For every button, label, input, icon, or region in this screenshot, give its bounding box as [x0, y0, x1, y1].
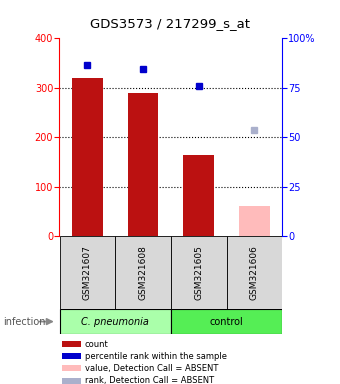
Text: value, Detection Call = ABSENT: value, Detection Call = ABSENT: [85, 364, 218, 373]
Bar: [171, 236, 226, 309]
Text: GSM321605: GSM321605: [194, 245, 203, 300]
Text: GSM321608: GSM321608: [138, 245, 148, 300]
Bar: [62, 366, 81, 371]
Bar: [115, 236, 171, 309]
Text: GSM321607: GSM321607: [83, 245, 92, 300]
Bar: [59, 309, 171, 334]
Bar: [171, 309, 282, 334]
Bar: [72, 78, 103, 236]
Text: GDS3573 / 217299_s_at: GDS3573 / 217299_s_at: [90, 17, 250, 30]
Text: percentile rank within the sample: percentile rank within the sample: [85, 352, 226, 361]
Text: GSM321606: GSM321606: [250, 245, 259, 300]
Text: count: count: [85, 340, 108, 349]
Text: infection: infection: [3, 316, 46, 327]
Bar: [128, 93, 158, 236]
Bar: [183, 155, 214, 236]
Text: control: control: [210, 316, 243, 327]
Bar: [226, 236, 282, 309]
Bar: [239, 207, 270, 236]
Bar: [62, 341, 81, 347]
Bar: [59, 236, 115, 309]
Bar: [62, 353, 81, 359]
Bar: [62, 378, 81, 384]
Text: rank, Detection Call = ABSENT: rank, Detection Call = ABSENT: [85, 376, 214, 384]
Text: C. pneumonia: C. pneumonia: [81, 316, 149, 327]
